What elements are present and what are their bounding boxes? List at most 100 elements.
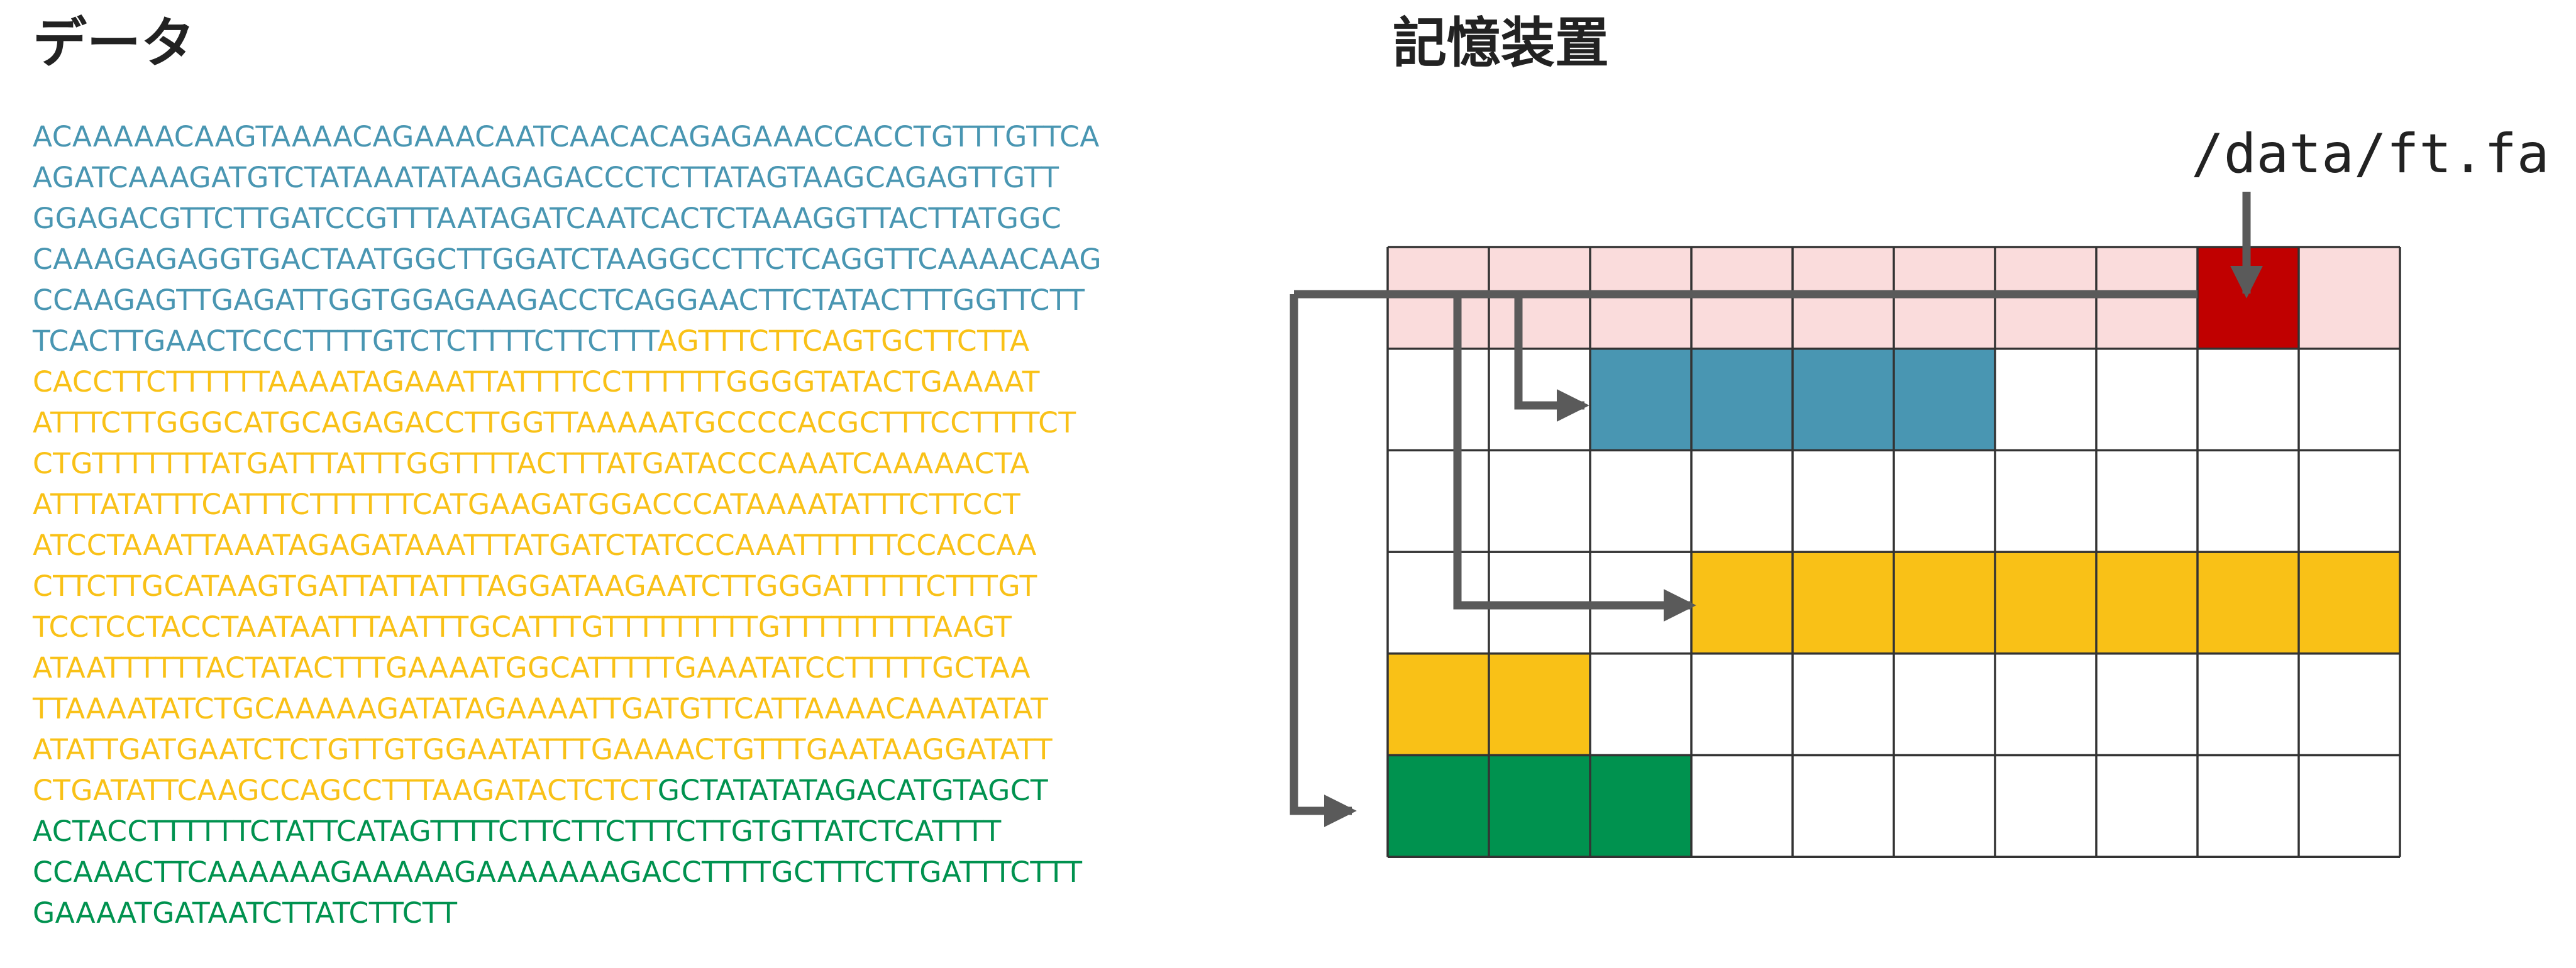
storage-grid-lines bbox=[1386, 246, 2401, 858]
storage-cell-empty bbox=[1388, 348, 1489, 451]
sequence-line: CAAAGAGAGGTGACTAATGGCTTGGATCTAAGGCCTTCTC… bbox=[33, 239, 1183, 280]
storage-cell-yellow bbox=[1894, 552, 1995, 654]
storage-cell-yellow bbox=[1995, 552, 2096, 654]
sequence-segment-blue: AGATCAAAGATGTCTATAAATATAAGAGACCCTCTTATAG… bbox=[33, 161, 1059, 194]
sequence-segment-yellow: CTGATATTCAAGCCAGCCTTTAAGATACTCTCT bbox=[33, 774, 658, 807]
storage-cell-empty bbox=[2197, 348, 2299, 451]
storage-cell-green bbox=[1489, 755, 1590, 857]
storage-cell-empty bbox=[2299, 755, 2400, 857]
storage-cell-yellow bbox=[1489, 653, 1590, 756]
storage-cell-pink bbox=[2299, 247, 2400, 349]
sequence-line: CCAAGAGTTGAGATTGGTGGAGAAGACCTCAGGAACTTCT… bbox=[33, 280, 1183, 321]
dna-sequence-text: ACAAAAACAAGTAAAACAGAAACAATCAACACAGAGAAAC… bbox=[33, 116, 1183, 933]
storage-cell-yellow bbox=[2299, 552, 2400, 654]
storage-cell-empty bbox=[2096, 755, 2197, 857]
storage-heading: 記憶装置 bbox=[1393, 12, 1609, 75]
storage-cell-empty bbox=[1489, 450, 1590, 553]
sequence-line: TCACTTGAACTCCCTTTTGTCTCTTTTCTTCTTTAGTTTC… bbox=[33, 321, 1183, 361]
storage-cell-empty bbox=[1489, 348, 1590, 451]
sequence-line: CTTCTTGCATAAGTGATTATTATTTAGGATAAGAATCTTG… bbox=[33, 566, 1183, 607]
storage-cell-yellow bbox=[2197, 552, 2299, 654]
sequence-line: CCAAACTTCAAAAAAGAAAAAGAAAAAAAGACCTTTTGCT… bbox=[33, 852, 1183, 893]
sequence-segment-yellow: CTGTTTTTTTATGATTTATTTGGTTTTACTTTATGATACC… bbox=[33, 447, 1030, 480]
sequence-segment-blue: TCACTTGAACTCCCTTTTGTCTCTTTTCTTCTTT bbox=[33, 324, 658, 358]
storage-cell-empty bbox=[1388, 450, 1489, 553]
sequence-segment-yellow: ATAATTTTTTACTATACTTTGAAAATGGCATTTTTGAAAT… bbox=[33, 651, 1031, 685]
storage-cell-green bbox=[1388, 755, 1489, 857]
storage-cell-empty bbox=[2299, 653, 2400, 756]
sequence-segment-blue: CAAAGAGAGGTGACTAATGGCTTGGATCTAAGGCCTTCTC… bbox=[33, 243, 1102, 276]
pointer-to-yellow-block bbox=[1453, 294, 1696, 622]
storage-cell-empty bbox=[1590, 653, 1691, 756]
sequence-line: ACTACCTTTTTTCTATTCATAGTTTTCTTCTTCTTTCTTG… bbox=[33, 811, 1183, 852]
sequence-line: ATAATTTTTTACTATACTTTGAAAATGGCATTTTTGAAAT… bbox=[33, 647, 1183, 688]
storage-cell-empty bbox=[1691, 755, 1793, 857]
sequence-line: ATTTATATTTCATTTCTTTTTTCATGAAGATGGACCCATA… bbox=[33, 484, 1183, 525]
storage-cell-empty bbox=[1894, 450, 1995, 553]
sequence-segment-yellow: ATCCTAAATTAAATAGAGATAAATTTATGATCTATCCCAA… bbox=[33, 529, 1037, 562]
sequence-segment-yellow: CTTCTTGCATAAGTGATTATTATTTAGGATAAGAATCTTG… bbox=[33, 569, 1037, 603]
storage-cell-empty bbox=[2096, 653, 2197, 756]
pointer-to-green-block bbox=[1290, 294, 1357, 827]
storage-cell-blue bbox=[1590, 348, 1691, 451]
storage-cell-empty bbox=[1995, 450, 2096, 553]
storage-cell-empty bbox=[2096, 348, 2197, 451]
sequence-line: ATTTCTTGGGCATGCAGAGACCTTGGTTAAAAATGCCCCA… bbox=[33, 402, 1183, 443]
storage-cell-empty bbox=[2096, 450, 2197, 553]
sequence-segment-green: GAAAATGATAATCTTATCTTCTT bbox=[33, 896, 458, 930]
sequence-line: CTGTTTTTTTATGATTTATTTGGTTTTACTTTATGATACC… bbox=[33, 443, 1183, 484]
sequence-segment-yellow: ATTTCTTGGGCATGCAGAGACCTTGGTTAAAAATGCCCCA… bbox=[33, 406, 1076, 439]
sequence-line: TTAAAATATCTGCAAAAAGATATAGAAAATTGATGTTCAT… bbox=[33, 688, 1183, 729]
storage-grid bbox=[1388, 247, 2400, 857]
storage-cell-empty bbox=[1793, 653, 1894, 756]
storage-cell-green bbox=[1590, 755, 1691, 857]
sequence-segment-green: CCAAACTTCAAAAAAGAAAAAGAAAAAAAGACCTTTTGCT… bbox=[33, 855, 1083, 889]
sequence-line: GAAAATGATAATCTTATCTTCTT bbox=[33, 893, 1183, 933]
storage-cell-empty bbox=[1995, 348, 2096, 451]
sequence-line: AGATCAAAGATGTCTATAAATATAAGAGACCCTCTTATAG… bbox=[33, 157, 1183, 198]
storage-cell-empty bbox=[1894, 653, 1995, 756]
storage-cell-blue bbox=[1691, 348, 1793, 451]
storage-cell-yellow bbox=[1793, 552, 1894, 654]
storage-cell-yellow bbox=[1691, 552, 1793, 654]
storage-cell-blue bbox=[1894, 348, 1995, 451]
storage-cell-empty bbox=[1995, 755, 2096, 857]
sequence-line: TCCTCCTACCTAATAATTTAATTTGCATTTGTTTTTTTTT… bbox=[33, 607, 1183, 647]
sequence-line: GGAGACGTTCTTGATCCGTTTAATAGATCAATCACTCTAA… bbox=[33, 198, 1183, 239]
sequence-line: ATATTGATGAATCTCTGTTGTGGAATATTTGAAAACTGTT… bbox=[33, 729, 1183, 770]
sequence-line: CTGATATTCAAGCCAGCCTTTAAGATACTCTCTGCTATAT… bbox=[33, 770, 1183, 811]
data-heading: データ bbox=[33, 12, 195, 75]
storage-cell-empty bbox=[1691, 450, 1793, 553]
storage-cell-yellow bbox=[2096, 552, 2197, 654]
sequence-segment-yellow: TCCTCCTACCTAATAATTTAATTTGCATTTGTTTTTTTTT… bbox=[33, 610, 1012, 644]
sequence-segment-blue: CCAAGAGTTGAGATTGGTGGAGAAGACCTCAGGAACTTCT… bbox=[33, 283, 1085, 317]
sequence-segment-green: ACTACCTTTTTTCTATTCATAGTTTTCTTCTTCTTTCTTG… bbox=[33, 815, 1002, 848]
storage-cell-empty bbox=[2197, 653, 2299, 756]
sequence-segment-yellow: ATATTGATGAATCTCTGTTGTGGAATATTTGAAAACTGTT… bbox=[33, 733, 1053, 766]
storage-cell-blue bbox=[1793, 348, 1894, 451]
sequence-segment-yellow: AGTTTCTTCAGTGCTTCTTA bbox=[657, 324, 1030, 358]
storage-cell-empty bbox=[1894, 755, 1995, 857]
pointer-to-blue-block bbox=[1514, 294, 1589, 422]
storage-cell-empty bbox=[1590, 450, 1691, 553]
sequence-line: CACCTTCTTTTTTAAAATAGAAATTATTTTCCTTTTTTGG… bbox=[33, 361, 1183, 402]
sequence-segment-yellow: CACCTTCTTTTTTAAAATAGAAATTATTTTCCTTTTTTGG… bbox=[33, 365, 1040, 399]
storage-cell-empty bbox=[1793, 755, 1894, 857]
storage-cell-empty bbox=[1691, 653, 1793, 756]
storage-cell-empty bbox=[2299, 450, 2400, 553]
storage-cell-empty bbox=[2197, 755, 2299, 857]
sequence-segment-yellow: ATTTATATTTCATTTCTTTTTTCATGAAGATGGACCCATA… bbox=[33, 488, 1021, 521]
storage-cell-empty bbox=[2299, 348, 2400, 451]
sequence-segment-blue: ACAAAAACAAGTAAAACAGAAACAATCAACACAGAGAAAC… bbox=[33, 120, 1100, 153]
storage-cell-empty bbox=[1793, 450, 1894, 553]
sequence-segment-yellow: TTAAAATATCTGCAAAAAGATATAGAAAATTGATGTTCAT… bbox=[33, 692, 1049, 725]
sequence-segment-blue: GGAGACGTTCTTGATCCGTTTAATAGATCAATCACTCTAA… bbox=[33, 202, 1062, 235]
storage-cell-empty bbox=[2197, 450, 2299, 553]
storage-cell-yellow bbox=[1388, 653, 1489, 756]
sequence-segment-green: GCTATATATAGACATGTAGCT bbox=[657, 774, 1049, 807]
sequence-line: ACAAAAACAAGTAAAACAGAAACAATCAACACAGAGAAAC… bbox=[33, 116, 1183, 157]
sequence-line: ATCCTAAATTAAATAGAGATAAATTTATGATCTATCCCAA… bbox=[33, 525, 1183, 566]
storage-cell-empty bbox=[1995, 653, 2096, 756]
pointer-arrows bbox=[1290, 192, 2263, 827]
